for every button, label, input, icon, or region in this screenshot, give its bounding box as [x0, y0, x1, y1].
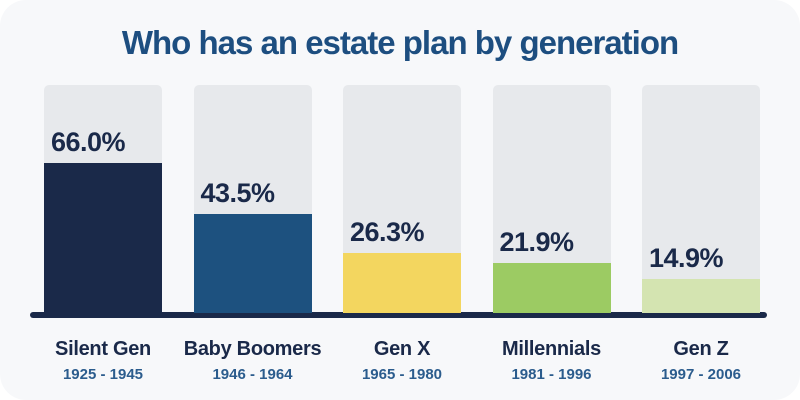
year-range-label: 1925 - 1945 — [62, 366, 144, 383]
bar-column: 26.3% Gen X 1965 - 1980 — [327, 85, 477, 383]
bar-column: 66.0% Silent Gen 1925 - 1945 — [28, 85, 178, 383]
bar-fill — [343, 253, 461, 313]
year-range-label: 1997 - 2006 — [660, 366, 742, 383]
bar-fill — [642, 279, 760, 313]
bar-value-label: 43.5% — [200, 177, 276, 208]
bar-track: 66.0% — [44, 85, 162, 313]
bar-track: 21.9% — [492, 85, 611, 313]
chart-title: Who has an estate plan by generation — [121, 24, 679, 61]
bar-track: 43.5% — [193, 85, 312, 313]
bar-track: 26.3% — [343, 85, 461, 313]
bar-column: 43.5% Baby Boomers 1946 - 1964 — [178, 85, 328, 383]
bar-value-label: 14.9% — [649, 243, 724, 274]
bar-value-label: 66.0% — [51, 126, 126, 157]
category-label: Silent Gen — [55, 338, 151, 360]
category-label: Gen Z — [673, 338, 729, 360]
bar-fill — [492, 263, 611, 313]
year-range-label: 1946 - 1964 — [212, 366, 293, 383]
bar-column: 21.9% Millennials 1981 - 1996 — [477, 85, 627, 383]
bar-fill — [44, 162, 162, 313]
bar-column: 14.9% Gen Z 1997 - 2006 — [626, 85, 776, 383]
bar-value-label: 26.3% — [350, 217, 425, 248]
category-label: Baby Boomers — [183, 338, 322, 360]
chart-baseline — [30, 312, 767, 318]
bar-value-label: 21.9% — [499, 227, 575, 258]
year-range-label: 1981 - 1996 — [511, 366, 592, 383]
bar-fill — [193, 213, 312, 313]
year-range-label: 1965 - 1980 — [361, 366, 443, 383]
bar-track: 14.9% — [642, 85, 760, 313]
category-label: Millennials — [502, 338, 601, 360]
category-label: Gen X — [373, 338, 431, 360]
